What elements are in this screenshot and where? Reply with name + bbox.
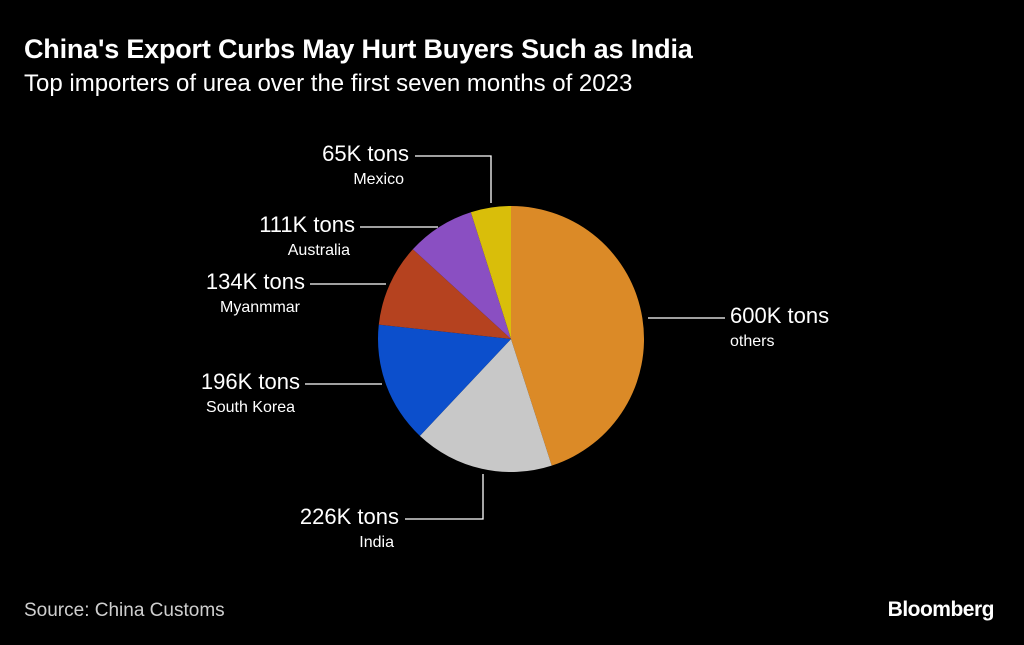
- category-label-mexico: Mexico: [353, 171, 404, 188]
- pie-slice-mexico: [470, 205, 511, 339]
- data-label-others: 600K tons: [730, 303, 829, 328]
- category-label-south-korea: South Korea: [206, 399, 295, 416]
- category-label-india: India: [359, 534, 394, 551]
- pie-slice-others: [511, 206, 645, 466]
- chart-title: China's Export Curbs May Hurt Buyers Suc…: [24, 34, 693, 64]
- pie-slice-south-korea: [377, 324, 511, 436]
- pie-slice-myanmmar: [378, 249, 511, 339]
- leader-line-mexico: [415, 155, 492, 203]
- source-note: Source: China Customs: [24, 600, 225, 621]
- data-label-australia: 111K tons: [259, 212, 355, 237]
- data-label-south-korea: 196K tons: [201, 369, 300, 394]
- data-label-myanmmar: 134K tons: [206, 269, 305, 294]
- category-label-others: others: [730, 333, 774, 350]
- data-label-india: 226K tons: [300, 504, 399, 529]
- category-label-australia: Australia: [288, 242, 350, 259]
- pie-slice-india: [419, 339, 552, 473]
- leader-line-india: [405, 474, 484, 520]
- pie-slice-australia: [412, 212, 511, 339]
- chart-subtitle: Top importers of urea over the first sev…: [24, 70, 633, 97]
- data-label-mexico: 65K tons: [322, 141, 409, 166]
- category-label-myanmmar: Myanmmar: [220, 299, 301, 316]
- bloomberg-logo: Bloomberg: [887, 598, 995, 621]
